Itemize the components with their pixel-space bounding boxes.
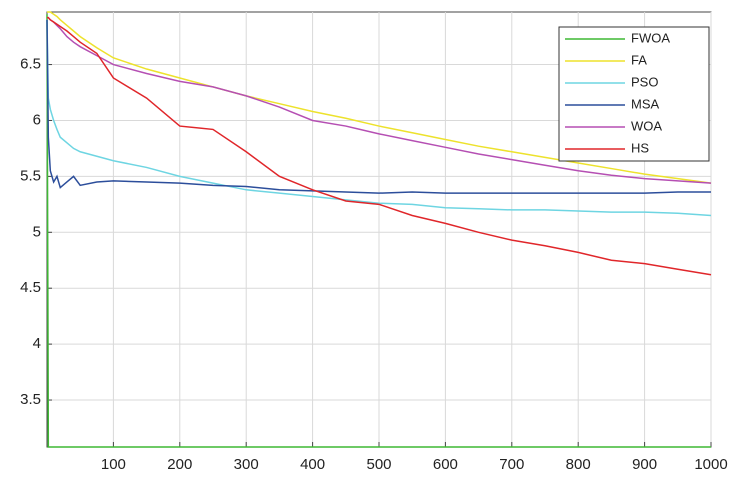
legend-label: PSO [631,74,658,89]
y-tick-label: 5.5 [20,167,41,184]
legend-label: FA [631,52,647,67]
x-tick-label: 700 [499,456,524,473]
x-tick-label: 300 [234,456,259,473]
x-tick-label: 200 [167,456,192,473]
legend: FWOA FA PSO MSA WOA HS [558,26,710,162]
series-line [47,16,712,184]
y-tick-label: 6 [33,111,41,128]
x-tick-label: 500 [366,456,391,473]
y-tick-label: 4 [33,335,41,352]
series-line [46,19,711,194]
x-tick-label: 900 [632,456,657,473]
x-tick-label: 600 [433,456,458,473]
legend-label: WOA [631,118,662,133]
x-tick-label: 400 [300,456,325,473]
legend-label: FWOA [631,30,670,45]
x-tick-label: 100 [101,456,126,473]
y-tick-label: 4.5 [20,279,41,296]
series-line [46,14,711,448]
x-tick-label: 800 [566,456,591,473]
y-tick-label: 5 [33,223,41,240]
legend-label: HS [631,140,649,155]
legend-box [558,26,710,162]
legend-label: MSA [631,96,660,111]
x-tick-label: 1000 [694,456,727,473]
y-tick-label: 6.5 [20,56,41,73]
series-line [47,16,712,276]
y-tick-label: 3.5 [20,391,41,408]
series-line [46,19,712,217]
